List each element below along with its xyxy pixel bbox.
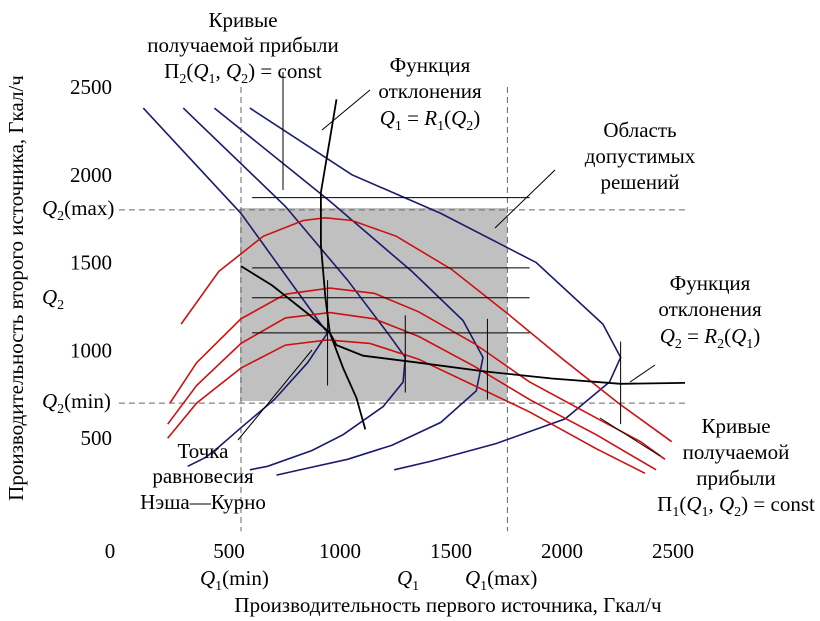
series-red-6 — [167, 311, 657, 471]
x-tick-500: 500 — [213, 539, 245, 563]
x-axis-title: Производительность первого источника, Гк… — [234, 593, 662, 617]
x-tick-labels: 0 500 1000 1500 2000 2500 — [105, 539, 694, 563]
q1-min-label: Q1(min) — [200, 566, 269, 594]
x-tick-1000: 1000 — [319, 539, 361, 563]
q2-max-label: Q2(max) — [42, 196, 114, 224]
feasible-region — [240, 208, 507, 401]
y-axis-title: Производительность второго источника, Гк… — [4, 75, 28, 501]
x-tick-1500: 1500 — [430, 539, 472, 563]
series-navy-0 — [142, 107, 329, 468]
svg-text:Кривые: Кривые — [208, 8, 277, 32]
svg-text:Q1 = R1(Q2): Q1 = R1(Q2) — [380, 106, 481, 134]
y-tick-1500: 1500 — [70, 251, 112, 275]
svg-text:Нэша—Курно: Нэша—Курно — [140, 490, 266, 514]
annotation-deviation-function-1: Функция отклонения Q1 = R1(Q2) — [378, 53, 482, 134]
q1-label: Q1 — [397, 566, 419, 594]
series-red-7 — [167, 339, 646, 475]
svg-text:Точка: Точка — [178, 439, 230, 463]
svg-text:получаемой прибыли: получаемой прибыли — [147, 33, 338, 57]
svg-text:отклонения: отклонения — [378, 79, 482, 103]
marker-layer — [252, 197, 622, 425]
annotation-nash-cournot-point: Точка равновесия Нэша—Курно — [140, 439, 266, 514]
q1-max-label: Q1(max) — [465, 566, 537, 594]
annotation-profit-curves-2: Кривые получаемой прибыли П2(Q1, Q2) = c… — [147, 8, 338, 87]
x-tick-0: 0 — [105, 539, 116, 563]
svg-text:Q2 = R2(Q1): Q2 = R2(Q1) — [660, 324, 761, 352]
y-tick-500: 500 — [81, 426, 113, 450]
series-navy-2 — [213, 107, 484, 476]
svg-text:допустимых: допустимых — [585, 144, 696, 168]
annotation-feasible-region: Область допустимых решений — [585, 118, 696, 194]
svg-text:Область: Область — [603, 118, 676, 142]
annotation-profit-curves-1: Кривые получаемой прибыли П1(Q1, Q2) = c… — [657, 414, 815, 520]
series-navy-1 — [182, 107, 407, 471]
svg-text:Функция: Функция — [390, 53, 471, 77]
q2-label: Q2 — [42, 285, 64, 313]
y-tick-2500: 2500 — [70, 75, 112, 99]
q2-min-label: Q2(min) — [42, 389, 111, 417]
svg-text:П2(Q1, Q2) = const: П2(Q1, Q2) = const — [164, 59, 322, 87]
svg-text:Кривые: Кривые — [701, 414, 770, 438]
x-tick-2000: 2000 — [541, 539, 583, 563]
y-tick-labels: 500 1000 1500 2000 2500 — [70, 75, 112, 450]
annotation-deviation-function-2: Функция отклонения Q2 = R2(Q1) — [658, 271, 762, 352]
series-black-8 — [320, 99, 686, 385]
svg-text:получаемой: получаемой — [683, 440, 790, 464]
svg-text:равновесия: равновесия — [152, 464, 254, 488]
series-red-4 — [180, 216, 673, 443]
leader-lines — [237, 72, 661, 457]
svg-text:Функция: Функция — [670, 271, 751, 295]
svg-text:решений: решений — [600, 170, 679, 194]
x-tick-2500: 2500 — [652, 539, 694, 563]
y-tick-1000: 1000 — [70, 338, 112, 362]
reference-lines — [118, 87, 685, 532]
svg-text:прибыли: прибыли — [696, 466, 776, 490]
svg-text:П1(Q1, Q2) = const: П1(Q1, Q2) = const — [657, 492, 815, 520]
y-tick-2000: 2000 — [70, 163, 112, 187]
series-red-5 — [169, 287, 666, 460]
svg-text:отклонения: отклонения — [658, 297, 762, 321]
